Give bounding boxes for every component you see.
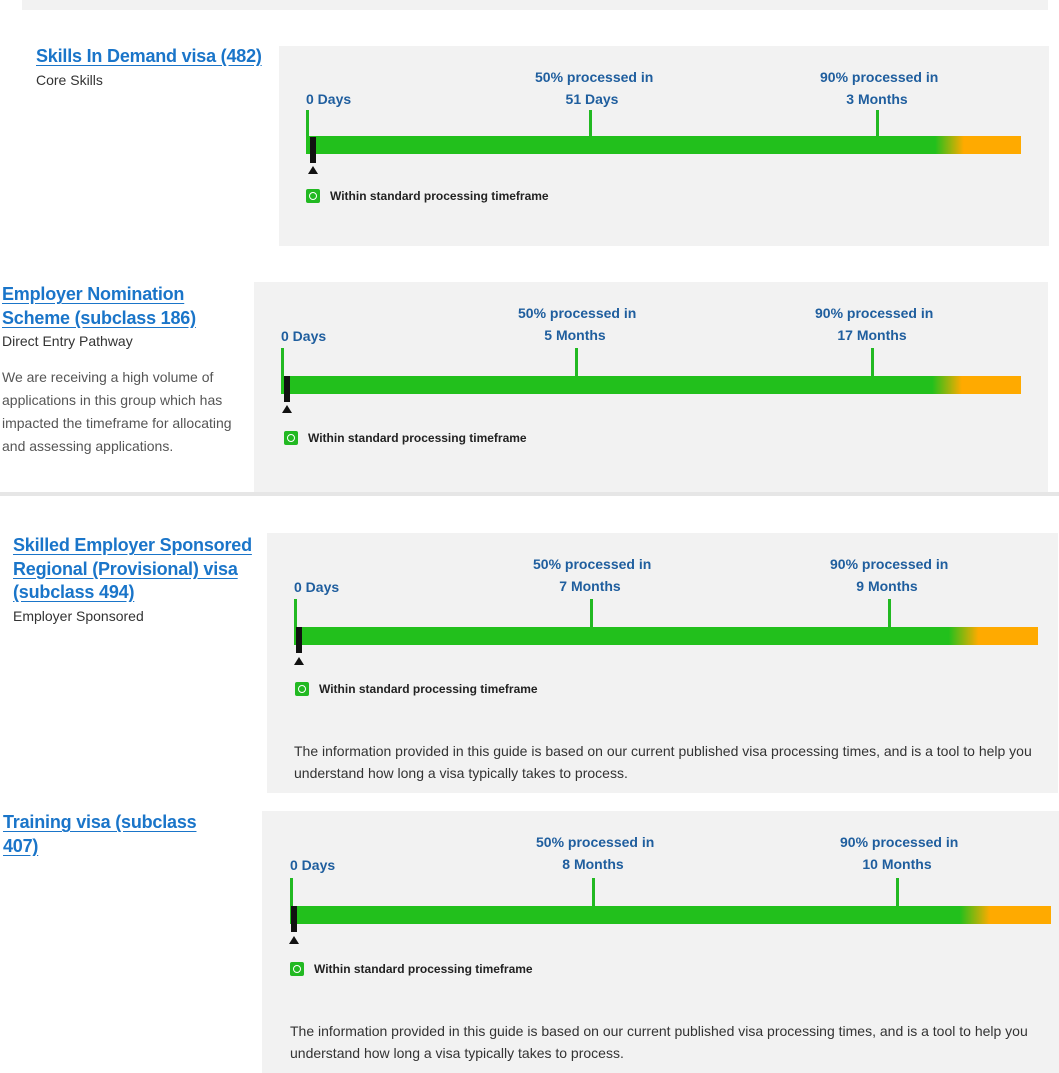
high-volume-note: We are receiving a high volume of applic… [2, 369, 232, 454]
status-row: Within standard processing timeframe [306, 189, 549, 203]
start-tick [306, 110, 309, 136]
p50-label: 50% processed in 51 Days [535, 69, 654, 107]
section-divider [0, 492, 1059, 496]
processing-bar [281, 376, 1021, 394]
visa-stream: Direct Entry Pathway [2, 333, 133, 349]
processing-time-panel: 0 Days 50% processed in 7 Months 90% proc… [267, 533, 1058, 793]
processing-time-panel: 0 Days 50% processed in 8 Months 90% proc… [262, 811, 1059, 1073]
p90-tick [871, 348, 874, 376]
start-tick [281, 348, 284, 376]
current-position-marker [291, 906, 297, 932]
processing-time-panel: 0 Days 50% processed in 5 Months 90% proc… [254, 282, 1048, 493]
p50-tick [589, 110, 592, 136]
visa-stream: Employer Sponsored [13, 607, 144, 624]
stopwatch-check-icon [290, 962, 304, 976]
processing-bar [290, 906, 1051, 924]
zero-days-label: 0 Days [290, 857, 336, 873]
start-tick [290, 878, 293, 906]
processing-bar [294, 627, 1038, 645]
p90-label: 90% processed in 10 Months [840, 834, 959, 872]
p90-label: 90% processed in 9 Months [830, 556, 949, 594]
start-tick [294, 599, 297, 627]
triangle-up-icon [294, 657, 304, 665]
p90-tick [896, 878, 899, 906]
p90-label: 90% processed in 17 Months [815, 305, 934, 343]
status-row: Within standard processing timeframe [295, 682, 538, 696]
visa-title-link[interactable]: Skills In Demand visa (482) [36, 46, 262, 66]
visa-stream: Core Skills [36, 71, 103, 88]
status-text: Within standard processing timeframe [308, 431, 527, 445]
triangle-up-icon [289, 936, 299, 944]
previous-section-panel-edge [22, 0, 1048, 10]
p50-tick [575, 348, 578, 376]
stopwatch-check-icon [295, 682, 309, 696]
info-text: The information provided in this guide i… [290, 1023, 1028, 1061]
visa-title-link[interactable]: Skilled Employer Sponsored Regional (Pro… [13, 535, 252, 602]
processing-bar [306, 136, 1021, 154]
zero-days-label: 0 Days [306, 91, 352, 107]
status-text: Within standard processing timeframe [314, 962, 533, 976]
visa-heading-block: Employer Nomination Scheme (subclass 186… [2, 283, 237, 458]
status-text: Within standard processing timeframe [330, 189, 549, 203]
p50-label: 50% processed in 8 Months [536, 834, 655, 872]
current-position-marker [310, 137, 316, 163]
status-text: Within standard processing timeframe [319, 682, 538, 696]
status-row: Within standard processing timeframe [284, 431, 527, 445]
stopwatch-check-icon [306, 189, 320, 203]
p50-label: 50% processed in 7 Months [533, 556, 652, 594]
visa-title-link[interactable]: Training visa (subclass 407) [3, 812, 197, 856]
processing-time-panel: 0 Days 50% processed in 51 Days 90% proce… [279, 46, 1049, 246]
zero-days-label: 0 Days [294, 579, 340, 595]
p50-tick [590, 599, 593, 627]
visa-heading-block: Skilled Employer Sponsored Regional (Pro… [13, 534, 253, 625]
current-position-marker [296, 627, 302, 653]
p50-tick [592, 878, 595, 906]
current-position-marker [284, 376, 290, 402]
visa-heading-block: Skills In Demand visa (482) Core Skills [36, 45, 276, 89]
status-row: Within standard processing timeframe [290, 962, 533, 976]
triangle-up-icon [308, 166, 318, 174]
p90-label: 90% processed in 3 Months [820, 69, 939, 107]
visa-heading-block: Training visa (subclass 407) [3, 811, 223, 858]
triangle-up-icon [282, 405, 292, 413]
visa-title-link[interactable]: Employer Nomination Scheme (subclass 186… [2, 284, 196, 328]
info-text: The information provided in this guide i… [294, 743, 1032, 781]
p50-label: 50% processed in 5 Months [518, 305, 637, 343]
p90-tick [888, 599, 891, 627]
zero-days-label: 0 Days [281, 328, 327, 344]
p90-tick [876, 110, 879, 136]
stopwatch-check-icon [284, 431, 298, 445]
